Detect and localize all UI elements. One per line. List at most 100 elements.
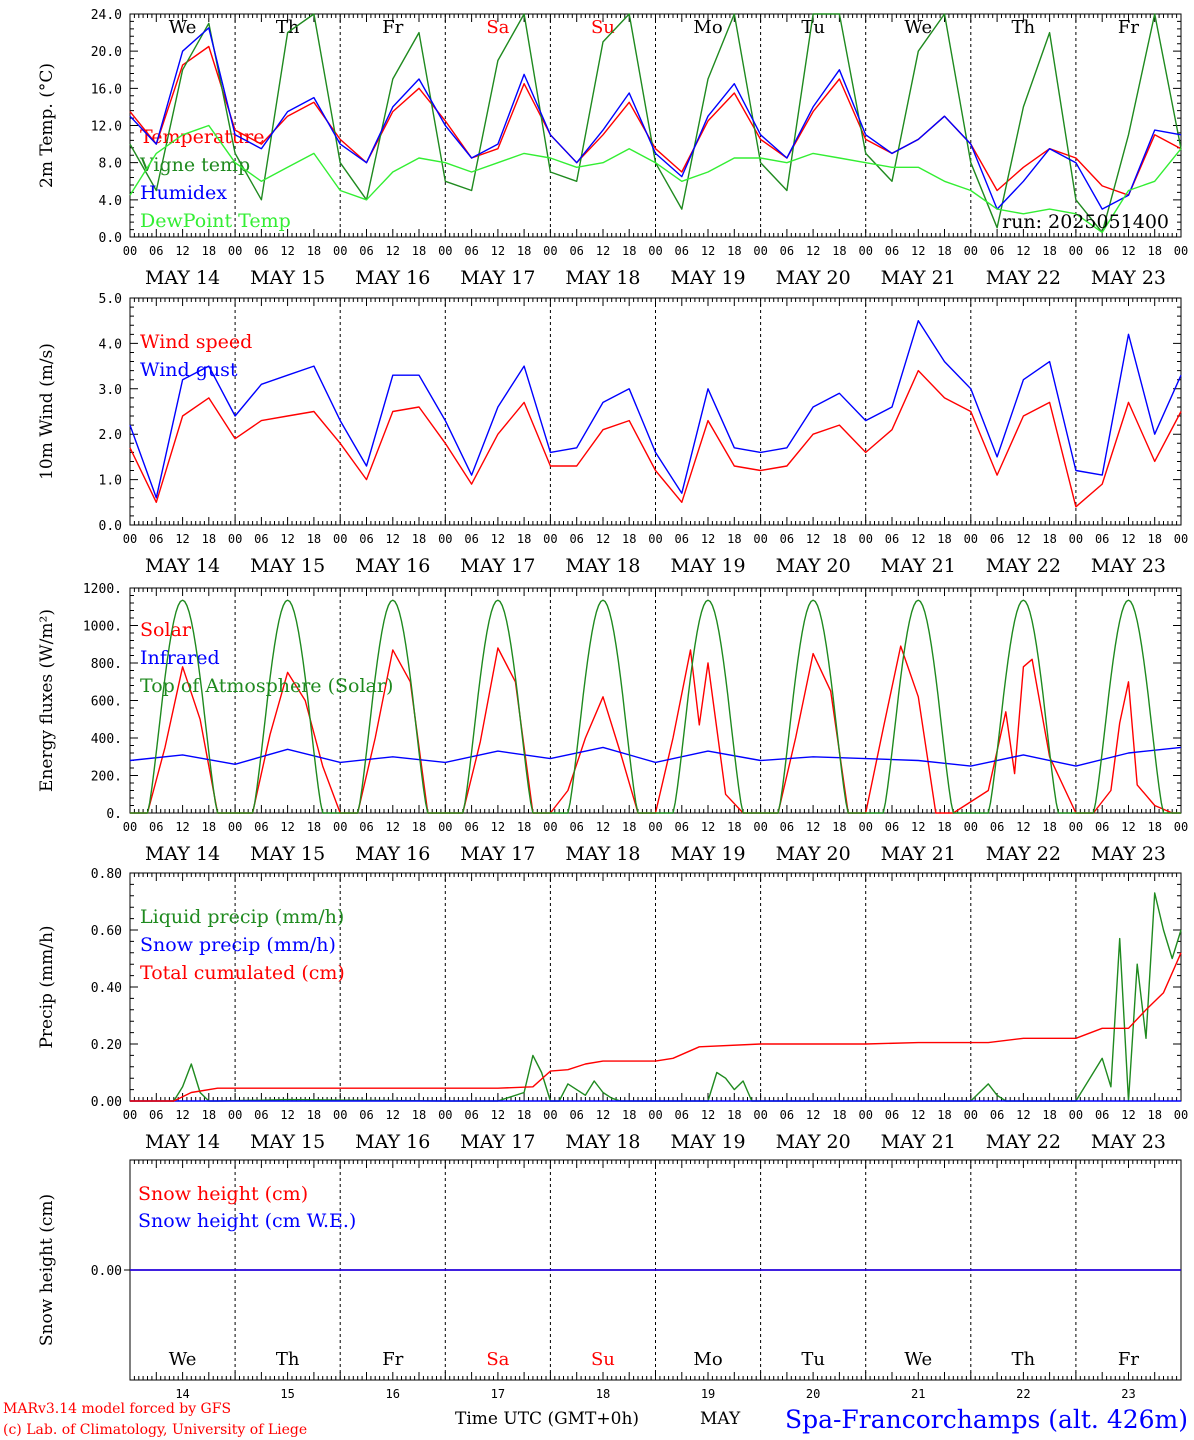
date-label: MAY 20 [776,555,851,577]
day-number-label: 18 [596,1387,610,1401]
hour-tick-label: 18 [202,532,216,546]
hour-tick-label: 06 [359,532,373,546]
date-label: MAY 16 [355,267,430,289]
y-axis-label: Precip (mm/h) [37,925,57,1048]
hour-tick-label: 18 [832,1108,846,1122]
hour-tick-label: 06 [254,532,268,546]
y-tick-label: 0.80 [91,867,122,882]
date-label: MAY 15 [250,555,325,577]
hour-tick-label: 06 [569,244,583,258]
hour-tick-label: 00 [858,820,872,834]
hour-tick-label: 00 [648,820,662,834]
hour-tick-label: 18 [727,820,741,834]
y-tick-label: 5.0 [99,292,122,307]
hour-tick-label: 06 [149,820,163,834]
legend-entry: Snow height (cm) [138,1183,308,1205]
hour-tick-label: 06 [254,244,268,258]
y-tick-label: 0.0 [99,231,122,246]
hour-tick-label: 06 [780,1108,794,1122]
date-label: MAY 15 [250,1131,325,1153]
hour-tick-label: 12 [491,532,505,546]
hour-tick-label: 12 [175,1108,189,1122]
weekday-label: Th [276,17,300,38]
hour-tick-label: 00 [648,532,662,546]
hour-tick-label: 00 [543,532,557,546]
hour-tick-label: 12 [1016,532,1030,546]
hour-tick-label: 18 [622,532,636,546]
date-label: MAY 22 [986,267,1061,289]
hour-tick-label: 12 [911,820,925,834]
date-label: MAY 14 [145,843,220,865]
date-label: MAY 14 [145,1131,220,1153]
time-axis-month: MAY [700,1409,741,1429]
hour-tick-label: 12 [1016,820,1030,834]
date-label: MAY 19 [670,555,745,577]
y-tick-label: 4.0 [99,337,122,352]
hour-tick-label: 00 [1069,1108,1083,1122]
hour-tick-label: 18 [202,820,216,834]
hour-tick-label: 06 [464,820,478,834]
hour-tick-label: 12 [701,244,715,258]
footer-credit-model: MARv3.14 model forced by GFS [3,1401,231,1417]
weekday-label: Fr [1118,1349,1139,1370]
series-line [129,369,1182,508]
hour-tick-label: 00 [228,1108,242,1122]
hour-tick-label: 18 [1042,1108,1056,1122]
hour-tick-label: 12 [1121,1108,1135,1122]
date-label: MAY 21 [881,555,956,577]
hour-tick-label: 06 [1095,244,1109,258]
y-tick-label: 8.0 [99,157,122,172]
hour-tick-label: 00 [1069,820,1083,834]
panel-5: 0.00 Snow height (cm) We Th Fr Sa Su Mo Tu We Th Fr… [37,1159,1182,1401]
hour-tick-label: 18 [832,532,846,546]
plot-frame [129,587,1182,814]
hour-tick-label: 18 [622,244,636,258]
hour-tick-label: 12 [280,244,294,258]
hour-tick-label: 18 [832,820,846,834]
hour-tick-label: 00 [1069,244,1083,258]
hour-tick-label: 00 [1069,532,1083,546]
hour-tick-label: 12 [386,244,400,258]
weekday-label: We [904,17,932,38]
hour-tick-label: 12 [175,244,189,258]
y-tick-label: 0.0 [99,519,122,534]
hour-tick-label: 12 [911,244,925,258]
hour-tick-label: 18 [1042,244,1056,258]
date-label: MAY 21 [881,1131,956,1153]
weekday-label: Tu [801,1349,825,1370]
y-tick-label: 1.0 [99,474,122,489]
date-label: MAY 15 [250,843,325,865]
legend-entry: Infrared [140,647,220,669]
hour-tick-label: 18 [937,244,951,258]
hour-tick-label: 18 [412,532,426,546]
hour-tick-label: 18 [517,244,531,258]
hour-tick-label: 18 [307,244,321,258]
hour-tick-label: 00 [753,1108,767,1122]
date-label: MAY 23 [1091,555,1166,577]
series-line [129,746,1182,767]
hour-tick-label: 12 [806,244,820,258]
hour-tick-label: 12 [701,532,715,546]
y-tick-label: 4.0 [99,194,122,209]
legend-entry: Snow height (cm W.E.) [138,1210,356,1232]
y-tick-label: 3.0 [99,383,122,398]
hour-tick-label: 18 [307,820,321,834]
hour-tick-label: 18 [937,1108,951,1122]
y-tick-label: 0.20 [91,1038,122,1053]
series-line [129,320,1182,499]
hour-tick-label: 00 [123,532,137,546]
hour-tick-label: 12 [175,532,189,546]
hour-tick-label: 06 [990,532,1004,546]
hour-tick-label: 06 [149,244,163,258]
panel-2: 0.0 1.0 2.0 3.0 4.0 5.0 10m Wind (m/s) 00 06 12 18… [37,292,1188,577]
hour-tick-label: 12 [386,1108,400,1122]
weekday-label: Mo [693,17,722,38]
day-number-label: 15 [280,1387,294,1401]
hour-tick-label: 18 [937,532,951,546]
hour-tick-label: 12 [1121,532,1135,546]
hour-tick-label: 12 [1121,244,1135,258]
hour-tick-label: 00 [1174,532,1188,546]
y-ticks [130,13,1181,238]
hour-tick-label: 12 [175,820,189,834]
hour-tick-label: 06 [359,244,373,258]
